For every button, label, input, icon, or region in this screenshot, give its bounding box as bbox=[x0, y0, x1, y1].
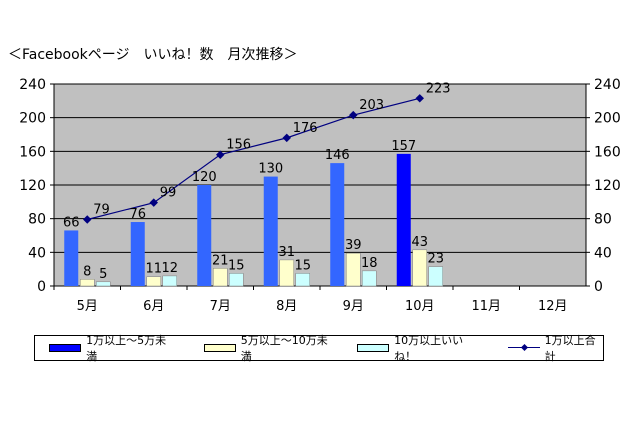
y-tick-label-240: 240 bbox=[19, 77, 46, 93]
bar-label-s1-5: 157 bbox=[391, 139, 416, 154]
y-tick-label-160: 160 bbox=[19, 144, 46, 160]
legend-swatch-series-1 bbox=[49, 344, 82, 352]
total-label-3: 176 bbox=[293, 121, 318, 136]
bar-label-s1-1: 76 bbox=[129, 207, 146, 222]
x-tick-label-2: 7月 bbox=[210, 299, 231, 314]
legend-item-series-2: 5万以上～10万未満 bbox=[203, 332, 333, 364]
bar-label-s1-4: 146 bbox=[325, 148, 350, 163]
total-point-2 bbox=[216, 150, 225, 159]
bar-s2-4 bbox=[346, 252, 361, 287]
bar-label-s2-4: 39 bbox=[345, 238, 362, 253]
total-label-1: 99 bbox=[160, 186, 177, 201]
x-tick-label-0: 5月 bbox=[77, 299, 98, 314]
y2-tick-label-120: 120 bbox=[594, 178, 621, 194]
legend-label-series-2: 5万以上～10万未満 bbox=[240, 334, 328, 363]
y2-tick-label-160: 160 bbox=[594, 144, 621, 160]
bar-label-s3-1: 12 bbox=[161, 261, 178, 276]
bar-label-s2-5: 43 bbox=[411, 235, 428, 250]
bar-s3-4 bbox=[362, 270, 377, 287]
legend: 1万以上～5万未満 5万以上～10万未満 10万以上いいね！ 1万以上合計 bbox=[34, 332, 604, 364]
bar-s2-0 bbox=[80, 279, 95, 287]
chart-title: ＜Facebookページ いいね！数 月次推移＞ bbox=[8, 47, 298, 63]
total-point-5 bbox=[415, 94, 424, 103]
bar-label-s2-2: 21 bbox=[212, 253, 229, 268]
bar-label-s2-3: 31 bbox=[278, 245, 295, 260]
bar-s3-2 bbox=[229, 273, 244, 287]
bar-s3-5 bbox=[428, 266, 443, 287]
total-label-4: 203 bbox=[359, 98, 384, 113]
total-label-0: 79 bbox=[93, 203, 110, 218]
legend-swatch-series-4 bbox=[507, 344, 540, 352]
bar-s3-1 bbox=[162, 275, 177, 287]
x-tick-label-6: 11月 bbox=[471, 299, 501, 314]
bar-label-s3-2: 15 bbox=[228, 258, 245, 273]
total-line bbox=[83, 94, 424, 224]
bar-label-s3-5: 23 bbox=[427, 252, 444, 267]
legend-item-series-1: 1万以上～5万未満 bbox=[49, 332, 172, 364]
y-tick-label-120: 120 bbox=[19, 178, 46, 194]
x-tick-label-4: 9月 bbox=[343, 299, 364, 314]
total-line-path bbox=[87, 97, 420, 221]
bar-s1-0 bbox=[64, 230, 79, 286]
bar-label-s1-0: 66 bbox=[63, 215, 80, 230]
y2-tick-label-80: 80 bbox=[594, 212, 612, 228]
y-tick-label-0: 0 bbox=[37, 279, 46, 295]
bar-s2-5 bbox=[412, 249, 427, 287]
x-tick-label-1: 6月 bbox=[143, 299, 164, 314]
bar-label-s3-4: 18 bbox=[361, 256, 378, 271]
bar-s1-4 bbox=[330, 163, 345, 286]
y2-tick-label-200: 200 bbox=[594, 111, 621, 127]
bars bbox=[64, 153, 443, 287]
bar-label-s2-0: 8 bbox=[83, 264, 91, 279]
total-point-0 bbox=[83, 215, 92, 224]
bar-s2-1 bbox=[146, 276, 161, 287]
y-tick-label-200: 200 bbox=[19, 111, 46, 127]
total-label-2: 156 bbox=[226, 138, 251, 153]
y2-tick-label-240: 240 bbox=[594, 77, 621, 93]
bar-s2-3 bbox=[279, 259, 294, 287]
total-label-5: 223 bbox=[426, 81, 451, 96]
bar-s3-0 bbox=[96, 281, 111, 287]
total-point-3 bbox=[282, 133, 291, 143]
legend-item-series-3: 10万以上いいね！ bbox=[356, 332, 480, 364]
legend-label-series-3: 10万以上いいね！ bbox=[394, 334, 464, 363]
bar-s3-3 bbox=[295, 273, 310, 287]
bar-s1-2 bbox=[197, 185, 212, 286]
legend-label-series-1: 1万以上～5万未満 bbox=[86, 334, 167, 363]
bar-label-s1-2: 120 bbox=[192, 170, 217, 185]
bar-label-s2-1: 11 bbox=[145, 262, 162, 277]
bar-s1-5 bbox=[396, 153, 411, 286]
total-point-1 bbox=[149, 198, 158, 207]
axes: 0 0 40 40 80 80 120 120 160 160 200 200 240 240 5月 6月 7月… bbox=[19, 77, 620, 314]
bar-s2-2 bbox=[213, 268, 228, 287]
x-tick-label-7: 12月 bbox=[538, 299, 568, 314]
y2-tick-label-0: 0 bbox=[594, 279, 603, 295]
bar-s1-1 bbox=[130, 222, 145, 286]
legend-swatch-series-2 bbox=[203, 344, 236, 352]
bar-label-s1-3: 130 bbox=[258, 162, 283, 177]
x-tick-label-3: 8月 bbox=[276, 299, 297, 314]
x-tick-label-5: 10月 bbox=[405, 299, 435, 314]
y2-tick-label-40: 40 bbox=[594, 245, 612, 261]
legend-swatch-series-3 bbox=[356, 344, 390, 352]
y-tick-label-40: 40 bbox=[28, 245, 46, 261]
bar-label-s3-0: 5 bbox=[99, 267, 107, 282]
total-point-4 bbox=[349, 110, 358, 120]
y-tick-label-80: 80 bbox=[28, 212, 46, 228]
bar-label-s3-3: 15 bbox=[294, 258, 311, 273]
legend-item-series-4: 1万以上合計 bbox=[507, 332, 603, 364]
legend-label-series-4: 1万以上合計 bbox=[544, 334, 596, 363]
bar-s1-3 bbox=[263, 176, 278, 286]
